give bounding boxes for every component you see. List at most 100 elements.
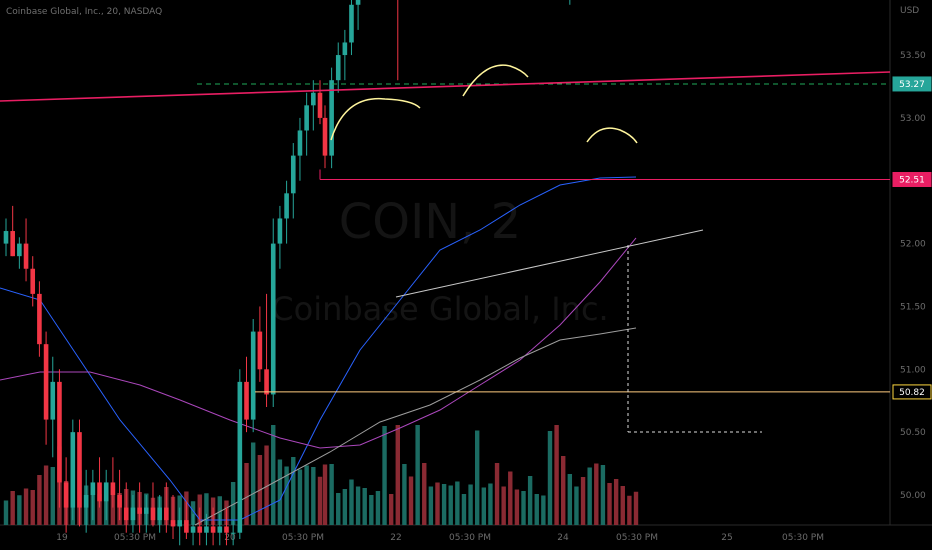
- candle-body: [110, 482, 116, 495]
- volume-bar: [508, 471, 513, 525]
- volume-bar: [527, 476, 533, 525]
- volume-bar: [613, 479, 619, 525]
- volume-bar: [342, 489, 348, 525]
- time-tick-label: 25: [721, 533, 732, 543]
- candle-body: [50, 381, 56, 420]
- candle-body: [322, 117, 328, 156]
- price-label-box: [892, 384, 932, 400]
- time-tick-label: 05:30 PM: [616, 533, 658, 543]
- candle-body: [77, 432, 82, 508]
- price-tick-label: 50.00: [900, 491, 926, 501]
- watermark-symbol: COIN, 2: [339, 194, 521, 250]
- volume-bar: [297, 469, 303, 525]
- candle-body: [157, 507, 162, 521]
- volume-bar: [422, 463, 427, 525]
- volume-bar: [574, 486, 579, 525]
- volume-bar: [494, 463, 500, 525]
- volume-bar: [600, 465, 606, 525]
- volume-bar: [329, 464, 334, 525]
- currency-label: USD: [900, 6, 919, 16]
- price-label-text: 52.51: [899, 175, 925, 185]
- ma-long-line: [194, 327, 637, 526]
- candle-body: [311, 92, 316, 106]
- candle-body: [70, 432, 76, 508]
- ma-slow-line: [0, 237, 637, 449]
- volume-bar: [567, 474, 573, 525]
- volume-bar: [355, 486, 361, 525]
- price-tick-label: 50.50: [900, 428, 926, 438]
- volume-bar: [521, 491, 526, 525]
- volume-bar: [10, 491, 15, 525]
- volume-bar: [244, 463, 249, 525]
- price-label-text: 50.82: [899, 388, 925, 398]
- candle-body: [150, 507, 156, 521]
- time-tick-label: 22: [390, 533, 401, 543]
- volume-bar: [250, 442, 256, 525]
- resistance-trendline: [0, 71, 891, 102]
- candle-body: [57, 381, 62, 483]
- candle-body: [103, 482, 109, 502]
- candle-body: [230, 532, 236, 534]
- volume-bar: [547, 431, 553, 525]
- candle-body: [63, 482, 69, 508]
- candle-body: [329, 80, 334, 156]
- volume-bar: [311, 467, 316, 525]
- volume-bar: [402, 464, 407, 525]
- volume-bar: [190, 501, 196, 525]
- right-shoulder-arc: [586, 127, 638, 144]
- volume-bar: [488, 483, 493, 525]
- volume-bar: [3, 500, 9, 525]
- candle-body: [304, 105, 309, 131]
- candle-body: [90, 482, 96, 495]
- volume-bar: [37, 475, 42, 525]
- volume-bar: [277, 459, 283, 525]
- volume-bar: [17, 495, 22, 525]
- candle-body: [317, 92, 323, 118]
- ma-fast-line: [0, 176, 637, 521]
- volume-bar: [461, 494, 467, 525]
- volume-bar: [468, 484, 473, 525]
- volume-bar: [594, 463, 599, 525]
- candle-body: [244, 381, 249, 420]
- volume-bar: [43, 465, 49, 525]
- candle-body: [177, 520, 183, 527]
- candle-body: [277, 218, 283, 244]
- candle-body: [10, 231, 15, 257]
- volume-bar: [23, 488, 29, 525]
- volume-bar: [304, 465, 309, 525]
- volume-bar: [561, 456, 566, 525]
- candle-body: [184, 520, 189, 533]
- price-tick-label: 52.00: [900, 240, 926, 250]
- volume-bar: [474, 430, 480, 525]
- volume-bar: [455, 481, 460, 525]
- candle-body: [297, 130, 303, 156]
- candle-body: [143, 507, 149, 514]
- volume-bar: [441, 484, 447, 525]
- volume-bar: [388, 494, 394, 525]
- watermark-name: Coinbase Global, Inc.: [271, 290, 608, 328]
- candle-body: [170, 520, 176, 527]
- volume-bar: [501, 486, 506, 525]
- volume-bar: [514, 489, 520, 525]
- candle-body: [355, 0, 361, 5]
- neckline-trendline: [395, 229, 704, 298]
- candle-body: [130, 507, 136, 521]
- candle-body: [3, 231, 9, 244]
- price-label-text: 53.27: [899, 80, 925, 90]
- volume-bar: [481, 487, 487, 525]
- candle-body: [43, 344, 49, 420]
- volume-bar: [554, 425, 559, 525]
- volume-bar: [408, 476, 414, 525]
- price-label-box: [892, 171, 932, 187]
- volume-bar: [271, 425, 276, 525]
- volume-bar: [336, 493, 341, 525]
- volume-bar: [627, 495, 632, 525]
- volume-bar: [97, 494, 102, 525]
- candle-body: [290, 155, 296, 194]
- volume-bar: [633, 491, 639, 525]
- candle-body: [190, 526, 196, 533]
- price-tick-label: 53.00: [900, 114, 926, 124]
- volume-bar: [435, 482, 440, 525]
- candle-body: [137, 507, 142, 514]
